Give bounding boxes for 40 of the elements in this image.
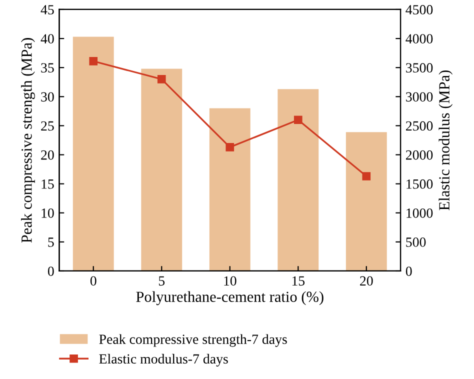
y-tick-label: 40 [40, 34, 54, 44]
x-tick-label: 5 [158, 276, 165, 286]
point [226, 143, 234, 152]
y2-tick-label: 1000 [406, 208, 433, 218]
y-tick-label: 20 [41, 150, 54, 160]
y-tick-label: 5 [48, 238, 54, 247]
y2-axis-title: Elastic modulus (MPa) [438, 70, 453, 210]
y2-tick-label: 3500 [406, 63, 433, 73]
y2-tick-label: 0 [406, 266, 412, 276]
y2-tick-label: 1500 [406, 179, 433, 189]
bar [278, 89, 319, 271]
y2-tick-label: 3000 [406, 92, 433, 102]
y2-tick-label: 2000 [406, 150, 433, 160]
legend-label: Peak compressive strength-7 days [99, 334, 287, 347]
y-tick-label: 15 [42, 179, 54, 189]
bar [72, 36, 114, 271]
point [362, 172, 371, 180]
point [294, 116, 302, 124]
y-tick-label: 0 [48, 266, 54, 276]
y2-tick-label: 2500 [406, 121, 433, 131]
x-tick-label: 10 [224, 276, 236, 286]
y-tick-label: 10 [42, 208, 54, 218]
y2-tick-label: 500 [406, 238, 426, 247]
bar [346, 132, 387, 271]
y-tick-label: 35 [41, 63, 54, 73]
y-tick-label: 45 [40, 5, 54, 14]
y2-tick-label: 4000 [406, 34, 433, 44]
y-tick-label: 30 [41, 92, 54, 102]
point [89, 57, 98, 66]
y-axis-title: Peak compressive strength (MPa) [21, 38, 35, 243]
bar [141, 68, 182, 271]
bar [209, 108, 250, 271]
y2-tick-label: 4500 [406, 5, 433, 14]
legend-label: Elastic modulus-7 days [99, 354, 228, 366]
x-tick-label: 20 [360, 276, 373, 286]
x-tick-label: 0 [90, 276, 96, 286]
x-axis-title: Polyurethane-cement ratio (%) [136, 291, 324, 306]
point [157, 75, 166, 84]
x-tick-label: 15 [292, 276, 305, 286]
y-tick-label: 25 [41, 121, 54, 131]
